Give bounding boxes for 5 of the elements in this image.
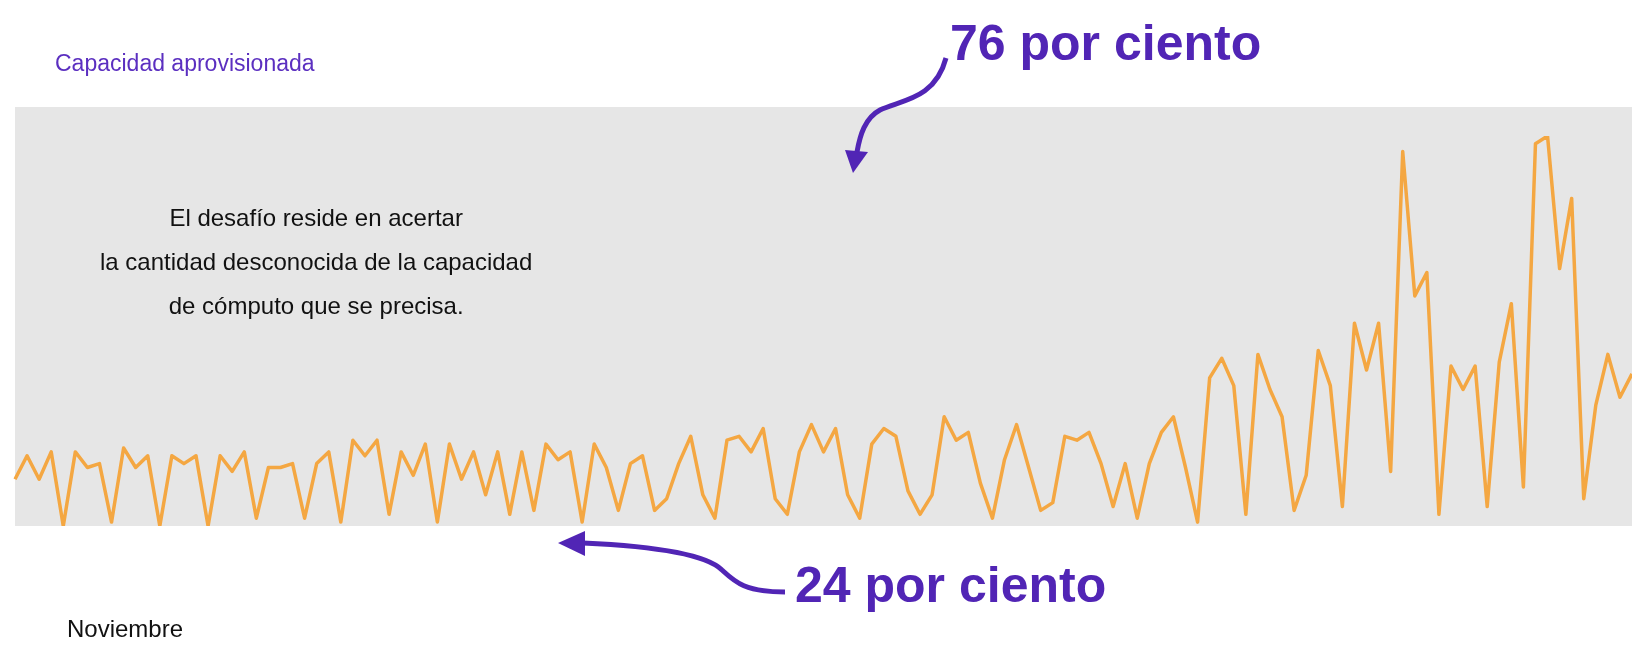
x-axis-title: Noviembre [67,615,184,643]
text: Capacidad aprovisionada [55,50,315,77]
annotation: El desafío reside en acertar la cantidad desconocida de la capacidad de cómputo que se precisa. [100,203,533,321]
text: 76 por ciento [950,14,1262,72]
text: 24 por ciento [795,556,1107,614]
